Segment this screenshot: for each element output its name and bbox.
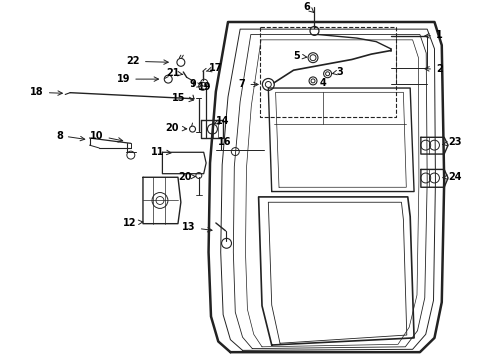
Text: 15: 15 [172,93,194,103]
Text: 22: 22 [126,56,168,66]
Text: 5: 5 [294,51,307,61]
Text: 12: 12 [122,218,143,228]
Text: 3: 3 [333,67,343,77]
Text: 9: 9 [190,79,202,89]
Text: 17: 17 [206,63,222,73]
Text: 20: 20 [166,123,187,133]
Text: 24: 24 [442,172,462,181]
Text: 19: 19 [117,74,159,84]
Text: 14: 14 [214,116,230,126]
Text: 10: 10 [90,131,122,142]
Text: 23: 23 [442,137,462,147]
Text: 7: 7 [239,80,258,90]
Text: 8: 8 [56,131,85,141]
Text: 19: 19 [198,82,212,92]
Text: 11: 11 [151,147,171,157]
Text: 18: 18 [30,87,62,97]
Text: 13: 13 [182,222,212,232]
Text: 2: 2 [425,64,442,75]
Text: 6: 6 [304,2,314,13]
Text: 16: 16 [218,136,231,147]
Text: 1: 1 [425,30,442,40]
Text: 4: 4 [319,78,326,88]
Text: 21: 21 [166,68,183,78]
Text: 20: 20 [178,172,196,181]
